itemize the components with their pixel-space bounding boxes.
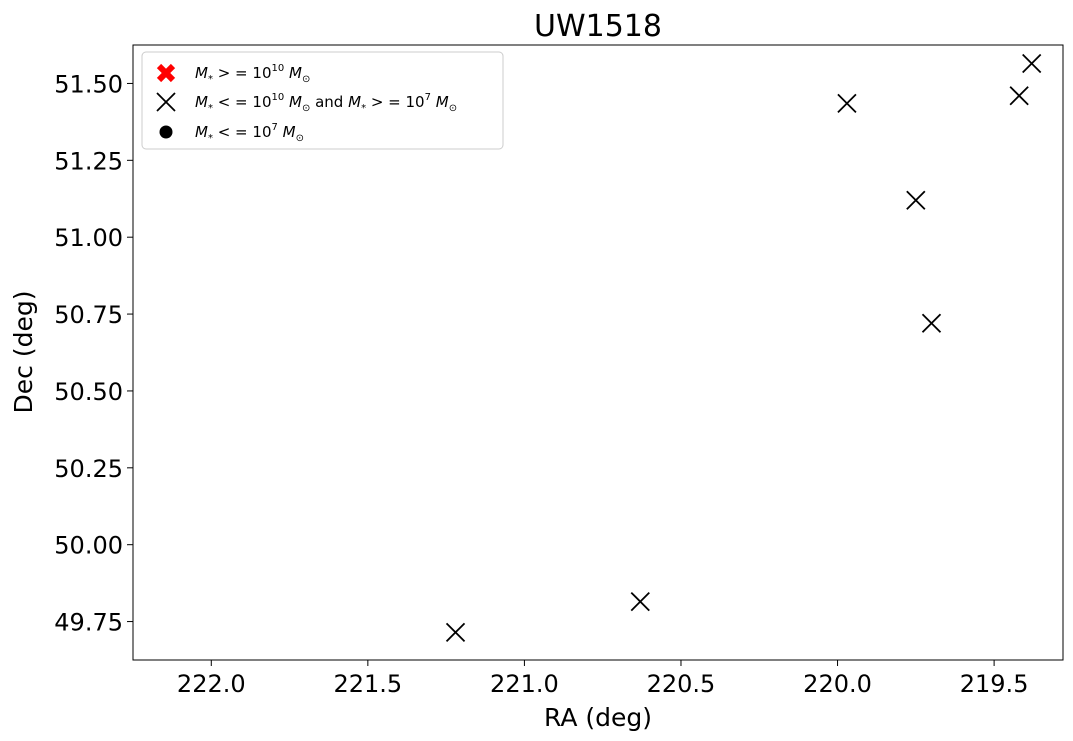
y-tick-label: 51.50 — [54, 70, 123, 98]
data-point — [837, 93, 857, 114]
x-tick-label: 220.5 — [647, 670, 716, 698]
legend-marker-mid-mass — [156, 92, 176, 112]
legend-label-low-mass: M* < = 107 M⊙ — [195, 122, 304, 144]
y-tick-label: 50.50 — [54, 378, 123, 406]
data-point — [921, 313, 942, 333]
data-point — [906, 190, 926, 210]
plot-frame — [132, 44, 1064, 661]
y-tick-label: 50.25 — [54, 455, 123, 483]
data-point — [630, 591, 650, 612]
y-tick-label: 51.25 — [54, 147, 123, 175]
x-tick-label: 221.0 — [490, 670, 559, 698]
x-axis-label: RA (deg) — [544, 703, 652, 732]
data-points — [445, 53, 1042, 642]
data-point — [445, 622, 466, 642]
x-axis-ticks: 222.0 221.5 221.0 220.5 220.0 219.5 — [177, 660, 1029, 698]
chart-title: UW1518 — [534, 9, 662, 44]
data-point — [1022, 53, 1042, 74]
data-point — [1009, 86, 1029, 106]
y-tick-label: 49.75 — [54, 609, 123, 637]
y-tick-label: 51.00 — [54, 224, 123, 252]
legend: M* > = 1010 M⊙ M* < = 1010 M⊙ and M* > =… — [141, 51, 504, 150]
x-tick-label: 219.5 — [960, 670, 1029, 698]
y-tick-label: 50.75 — [54, 301, 123, 329]
legend-marker-low-mass — [159, 125, 173, 139]
y-tick-label: 50.00 — [54, 532, 123, 560]
legend-box — [141, 51, 504, 150]
legend-label-mid-mass: M* < = 1010 M⊙ and M* > = 107 M⊙ — [195, 92, 457, 114]
x-tick-label: 222.0 — [177, 670, 246, 698]
legend-label-high-mass: M* > = 1010 M⊙ — [195, 63, 310, 85]
y-axis-ticks: 49.75 50.00 50.25 50.50 50.75 51.00 51.25 51.50 — [54, 70, 133, 637]
x-tick-label: 221.5 — [333, 670, 402, 698]
legend-marker-high-mass — [156, 63, 176, 83]
x-tick-label: 220.0 — [803, 670, 872, 698]
y-axis-label: Dec (deg) — [9, 291, 38, 414]
